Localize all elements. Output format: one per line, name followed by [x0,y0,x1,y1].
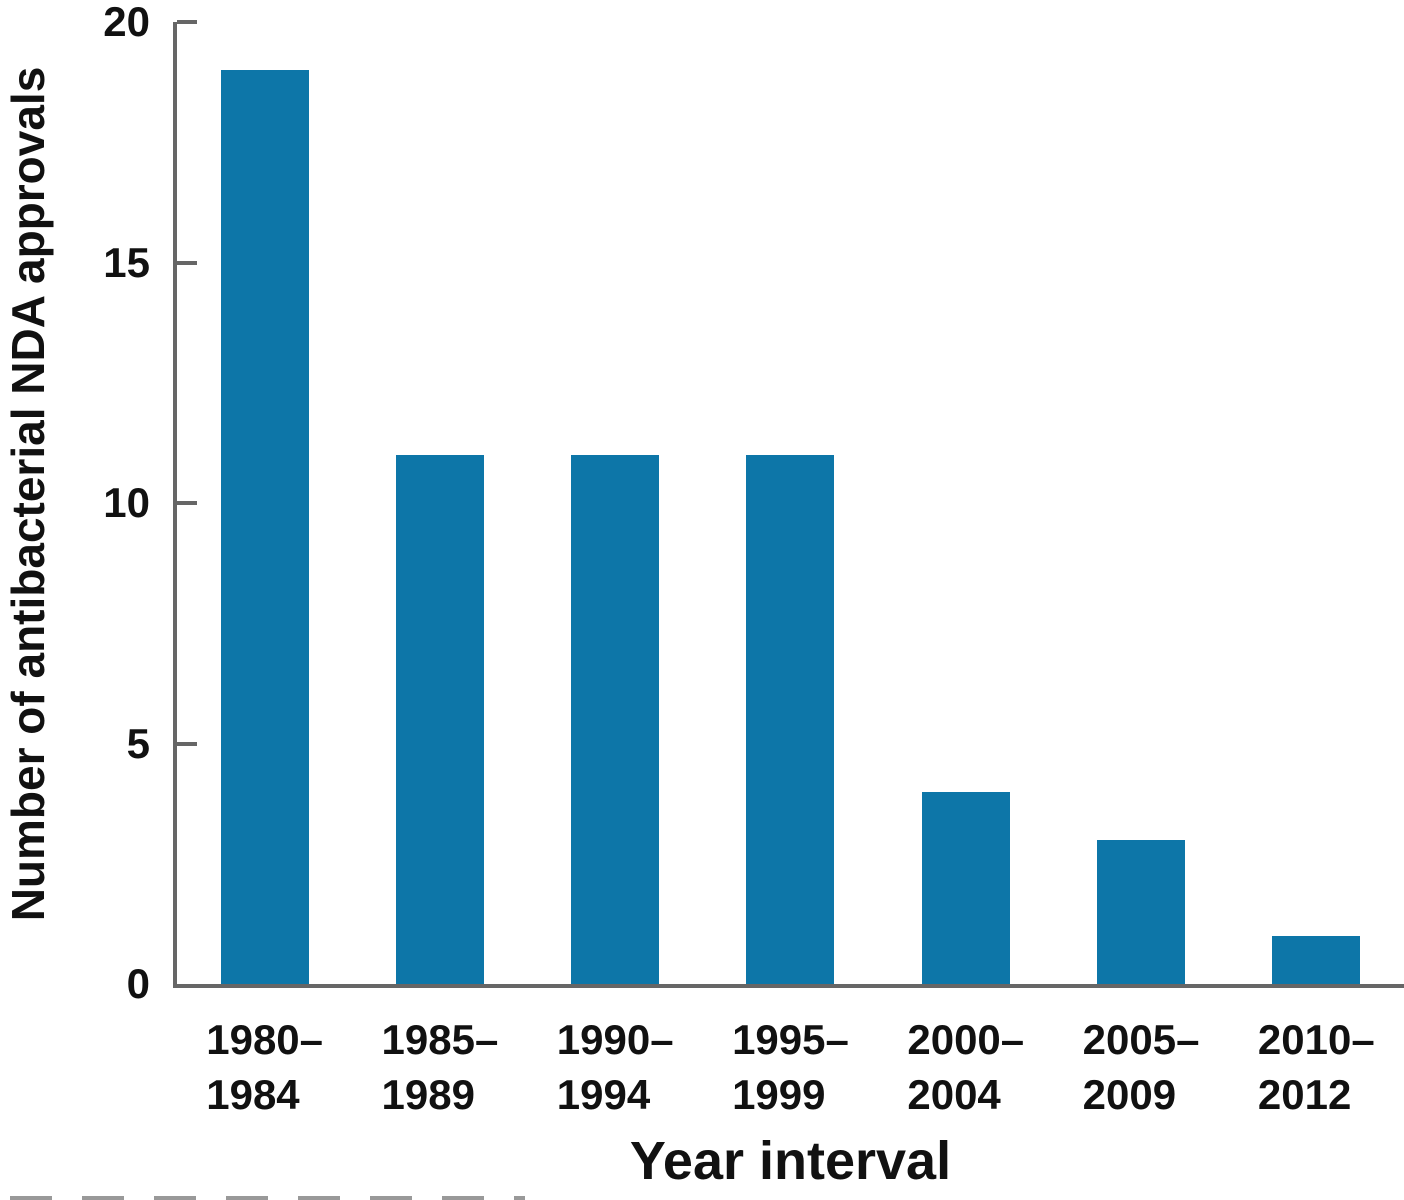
bars-group [177,22,1404,984]
bar-column-6 [1053,22,1228,984]
y-tick-10 [177,501,197,505]
x-tick-label-7: 2010– 2012 [1257,1016,1375,1118]
x-tick-cell-5: 2000– 2004 [878,1012,1053,1122]
bar-column-1 [177,22,352,984]
y-ticks [177,20,1404,984]
x-tick-cell-4: 1995– 1999 [703,1012,878,1122]
x-tick-cell-2: 1985– 1989 [352,1012,527,1122]
x-tick-label-6: 2005– 2009 [1082,1016,1200,1118]
x-tick-labels: 1980– 1984 1985– 1989 1990– 1994 1995– 1999 2000… [177,1012,1404,1122]
bar-column-2 [352,22,527,984]
x-tick-label-4: 1995– 1999 [732,1016,849,1118]
y-tick-label-20: 20 [103,0,150,45]
bar-column-4 [703,22,878,984]
bar-column-3 [528,22,703,984]
y-tick-5 [177,741,197,746]
cropped-caption-fragment [10,1196,525,1200]
bar-column-5 [878,22,1053,984]
bar-4 [746,454,835,984]
y-tick-20 [177,20,197,24]
bar-3 [571,454,660,984]
x-tick-label-3: 1990– 1994 [556,1016,674,1118]
x-tick-cell-6: 2005– 2009 [1053,1012,1228,1122]
y-tick-label-0: 0 [126,960,150,1007]
x-tick-label-5: 2000– 2004 [907,1016,1025,1118]
x-tick-cell-7: 2010– 2012 [1229,1012,1404,1122]
bar-column-7 [1229,22,1404,984]
x-tick-cell-1: 1980– 1984 [177,1012,352,1122]
y-tick-labels: 0 5 10 15 20 [0,1,150,1005]
x-tick-label-2: 1985– 1989 [381,1016,499,1118]
bar-5 [921,791,1010,984]
y-tick-label-10: 10 [103,479,150,526]
y-tick-label-5: 5 [126,719,150,767]
x-axis-title: Year interval [629,1131,952,1191]
bar-6 [1097,839,1186,984]
bar-1 [220,70,309,984]
plot-area [173,20,1404,988]
x-tick-cell-3: 1990– 1994 [528,1012,703,1122]
y-tick-label-15: 15 [103,238,150,286]
bar-2 [395,454,484,984]
y-tick-15 [177,260,197,265]
x-tick-label-1: 1980– 1984 [206,1016,324,1118]
bar-7 [1272,935,1361,984]
